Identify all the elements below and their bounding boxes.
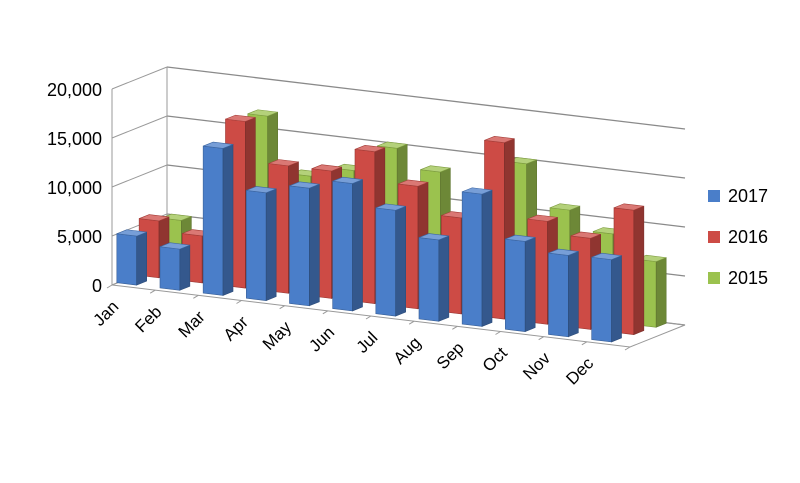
legend-swatch: [708, 272, 720, 284]
bar-2017-Jan: [116, 229, 147, 286]
gridline: [166, 66, 686, 130]
bar-2017-Jul: [375, 203, 406, 317]
x-tick-label: Nov: [519, 348, 554, 383]
x-tick-label: Mar: [175, 307, 209, 341]
y-tick-label: 15,000: [47, 129, 102, 149]
legend-item-2017: 2017: [708, 186, 768, 206]
legend-item-2015: 2015: [708, 268, 768, 288]
legend-swatch: [708, 231, 720, 243]
x-tick: [322, 310, 329, 315]
x-tick-label: Jun: [305, 323, 338, 356]
bar-2017-Aug: [418, 233, 450, 322]
x-tick: [149, 289, 156, 294]
bar-2017-Sep: [461, 187, 493, 327]
x-tick-label: Feb: [131, 302, 165, 336]
x-tick: [452, 325, 458, 330]
side-gridline: [111, 66, 168, 90]
bar-2017-Jun: [332, 176, 363, 312]
bar-2017-Feb: [159, 242, 191, 291]
legend-label: 2016: [728, 227, 768, 247]
x-tick-label: Apr: [220, 312, 252, 344]
side-gridline: [111, 164, 168, 188]
y-tick-label: 5,000: [57, 227, 102, 247]
x-tick-label: Aug: [390, 333, 425, 368]
x-tick-label: Dec: [562, 353, 597, 388]
axis-layer: 0 5,000 10,000 15,000 20,000: [47, 80, 631, 351]
x-tick: [408, 320, 415, 325]
x-tick: [279, 305, 285, 310]
legend-label: 2015: [728, 268, 768, 288]
y-tick-label: 10,000: [47, 178, 102, 198]
x-tick: [236, 300, 242, 304]
bar-2017-May: [289, 181, 320, 307]
x-tick: [106, 284, 113, 289]
legend-label: 2017: [728, 186, 768, 206]
x-tick-label: May: [259, 317, 295, 353]
bar-2017-Dec: [591, 252, 622, 343]
side-gridline: [111, 115, 168, 139]
x-tick: [581, 341, 588, 346]
y-tick-label: 0: [92, 276, 102, 296]
bar-layer: [116, 109, 667, 343]
x-tick: [365, 315, 372, 320]
x-tick-label: Sep: [433, 338, 468, 373]
legend-swatch: [708, 190, 720, 202]
legend: 2017 2016 2015: [708, 186, 768, 288]
bar-2017-Apr: [246, 186, 277, 302]
x-tick: [624, 346, 631, 351]
bar-2017-Oct: [505, 234, 536, 333]
x-tick: [538, 336, 544, 341]
x-tick-label: Jul: [353, 328, 382, 357]
legend-item-2016: 2016: [708, 227, 768, 247]
bar-2017-Mar: [202, 141, 234, 296]
x-tick: [193, 294, 199, 299]
x-tick: [495, 331, 501, 335]
y-tick-label: 20,000: [47, 80, 102, 100]
x-tick-label: Jan: [90, 297, 123, 330]
x-tick-label: Oct: [479, 343, 511, 375]
bar-2017-Nov: [548, 248, 579, 338]
